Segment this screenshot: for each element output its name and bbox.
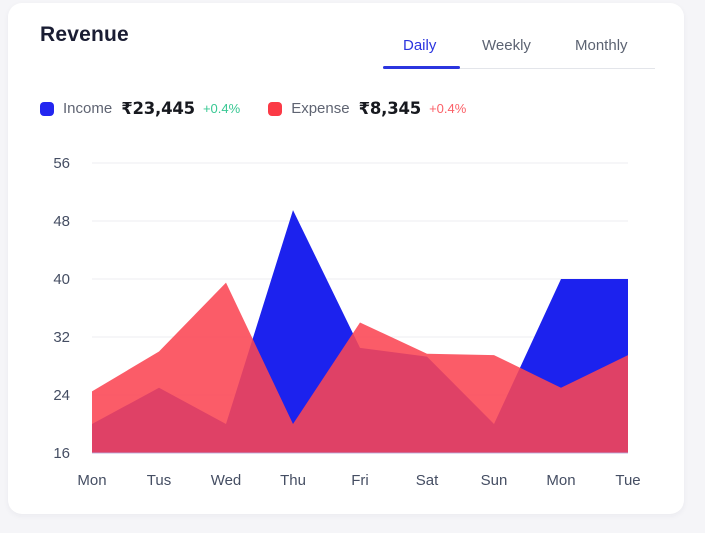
tab-weekly[interactable]: Weekly: [482, 37, 531, 54]
active-tab-underline: [383, 66, 460, 69]
x-tick-label: Mon: [77, 472, 106, 489]
chart-legend: Income ₹23,445 +0.4% Expense ₹8,345 +0.4…: [40, 99, 466, 118]
tab-daily[interactable]: Daily: [403, 37, 437, 54]
page-title: Revenue: [40, 23, 129, 46]
x-tick-label: Sat: [416, 472, 439, 489]
y-tick-label: 56: [53, 155, 70, 172]
expense-swatch: [268, 101, 283, 116]
revenue-area-chart: 56 48 40 32 24 16 Mon Tus Wed Thu Fri Sat Sun Mon Tue: [53, 155, 640, 489]
income-area: [92, 210, 628, 453]
y-tick-label: 48: [53, 213, 70, 230]
tab-divider: [383, 68, 655, 69]
x-tick-label: Wed: [211, 472, 242, 489]
y-tick-label: 24: [53, 387, 70, 404]
x-tick-label: Sun: [481, 472, 508, 489]
expense-area: [92, 282, 628, 453]
income-change: +0.4%: [202, 101, 241, 116]
x-tick-label: Mon: [546, 472, 575, 489]
x-tick-label: Thu: [280, 472, 306, 489]
tab-monthly[interactable]: Monthly: [575, 37, 628, 54]
x-tick-label: Tus: [147, 472, 171, 489]
y-tick-label: 16: [53, 445, 70, 462]
revenue-card: Revenue Daily Weekly Monthly Income ₹23,…: [8, 3, 684, 514]
y-tick-label: 32: [53, 329, 70, 346]
y-tick-label: 40: [53, 271, 70, 288]
x-tick-label: Tue: [615, 472, 640, 489]
gridlines: [92, 162, 628, 454]
expense-label: Expense: [291, 100, 350, 117]
income-label: Income: [63, 100, 113, 117]
x-axis-labels: Mon Tus Wed Thu Fri Sat Sun Mon Tue: [77, 472, 640, 489]
x-tick-label: Fri: [351, 472, 369, 489]
income-swatch: [40, 101, 54, 116]
expense-change: +0.4%: [429, 101, 467, 116]
y-axis-labels: 56 48 40 32 24 16: [53, 155, 70, 462]
expense-amount: ₹8,345: [358, 99, 422, 118]
income-amount: ₹23,445: [121, 99, 195, 118]
